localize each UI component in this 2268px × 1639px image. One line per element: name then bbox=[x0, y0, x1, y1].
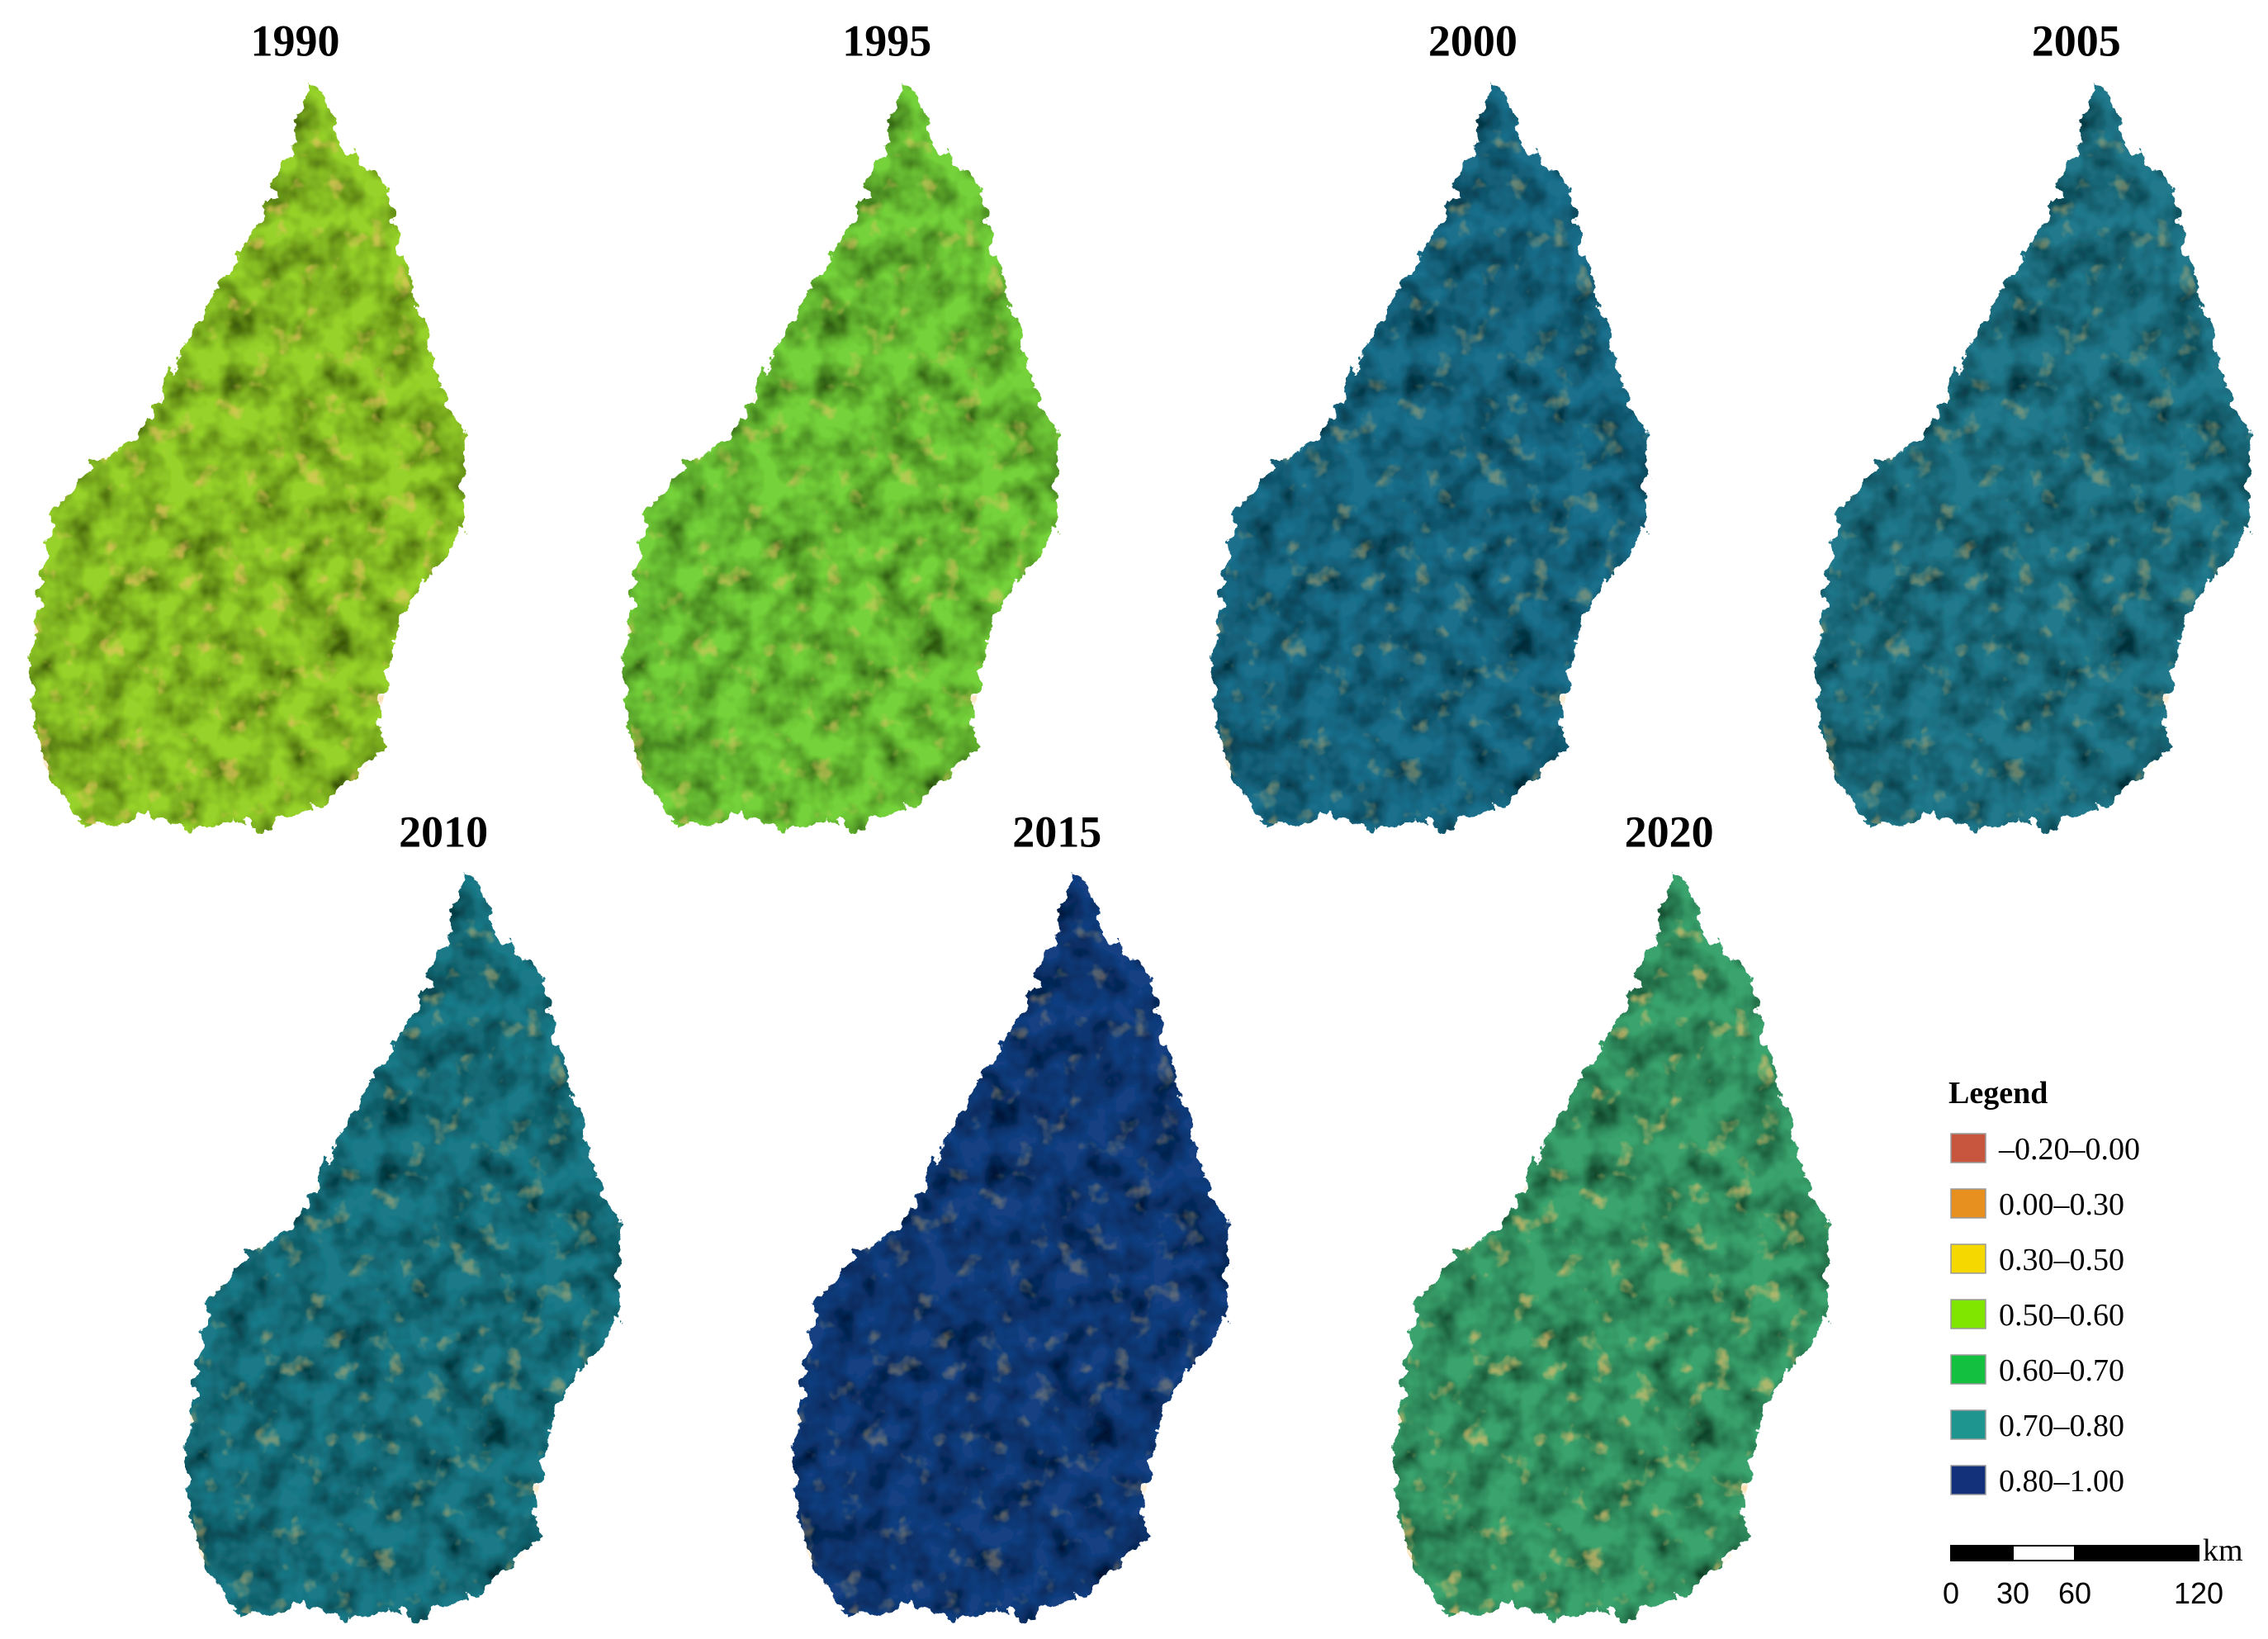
legend-swatch bbox=[1950, 1243, 1986, 1274]
region-hotspots bbox=[792, 874, 1229, 1618]
scale-bar-label: 120 bbox=[2174, 1576, 2223, 1610]
map-panel bbox=[29, 84, 466, 829]
legend-label: –0.20–0.00 bbox=[1998, 1132, 2140, 1167]
scale-bar-label: 60 bbox=[2058, 1576, 2091, 1610]
map-panel bbox=[1210, 84, 1648, 829]
legend-swatch bbox=[1950, 1409, 1986, 1440]
legend-swatch bbox=[1950, 1188, 1986, 1219]
legend-label: 0.60–0.70 bbox=[1999, 1353, 2124, 1388]
legend-swatch bbox=[1950, 1133, 1986, 1163]
region-hotspots bbox=[184, 874, 621, 1618]
panel-title: 2010 bbox=[399, 807, 488, 856]
legend-label: 0.80–1.00 bbox=[1999, 1464, 2124, 1499]
legend-title: Legend bbox=[1948, 1076, 2048, 1111]
region-hotspots bbox=[622, 84, 1059, 829]
region-hotspots bbox=[1393, 874, 1830, 1618]
legend-label: 0.70–0.80 bbox=[1999, 1409, 2124, 1443]
panel-title: 1990 bbox=[250, 16, 339, 65]
panel-title: 2000 bbox=[1428, 16, 1518, 65]
legend-swatch bbox=[1950, 1299, 1986, 1329]
panel-title: 2005 bbox=[2032, 16, 2121, 65]
map-panel bbox=[1393, 874, 1830, 1618]
map-panel bbox=[792, 874, 1229, 1618]
legend-label: 0.50–0.60 bbox=[1999, 1298, 2124, 1333]
scale-bar-unit: km bbox=[2203, 1533, 2243, 1568]
legend-label: 0.00–0.30 bbox=[1999, 1187, 2124, 1222]
panel-title: 2020 bbox=[1625, 807, 1714, 856]
map-panel bbox=[622, 84, 1059, 829]
scale-bar-label: 30 bbox=[1996, 1576, 2029, 1610]
scale-bar-segment bbox=[1950, 1545, 2014, 1561]
region-hotspots bbox=[29, 84, 466, 829]
legend-swatch bbox=[1950, 1354, 1986, 1385]
legend-swatch bbox=[1950, 1465, 1986, 1495]
map-panel bbox=[184, 874, 621, 1618]
region-hotspots bbox=[1210, 84, 1648, 829]
region-hotspots bbox=[1814, 84, 2251, 829]
panel-title: 2015 bbox=[1012, 807, 1101, 856]
scale-bar-label: 0 bbox=[1943, 1576, 1959, 1610]
map-panel bbox=[1814, 84, 2251, 829]
scale-bar-segment bbox=[2012, 1545, 2076, 1561]
legend-label: 0.30–0.50 bbox=[1999, 1243, 2124, 1277]
scale-bar-segment bbox=[2074, 1545, 2199, 1561]
panel-title: 1995 bbox=[842, 16, 931, 65]
